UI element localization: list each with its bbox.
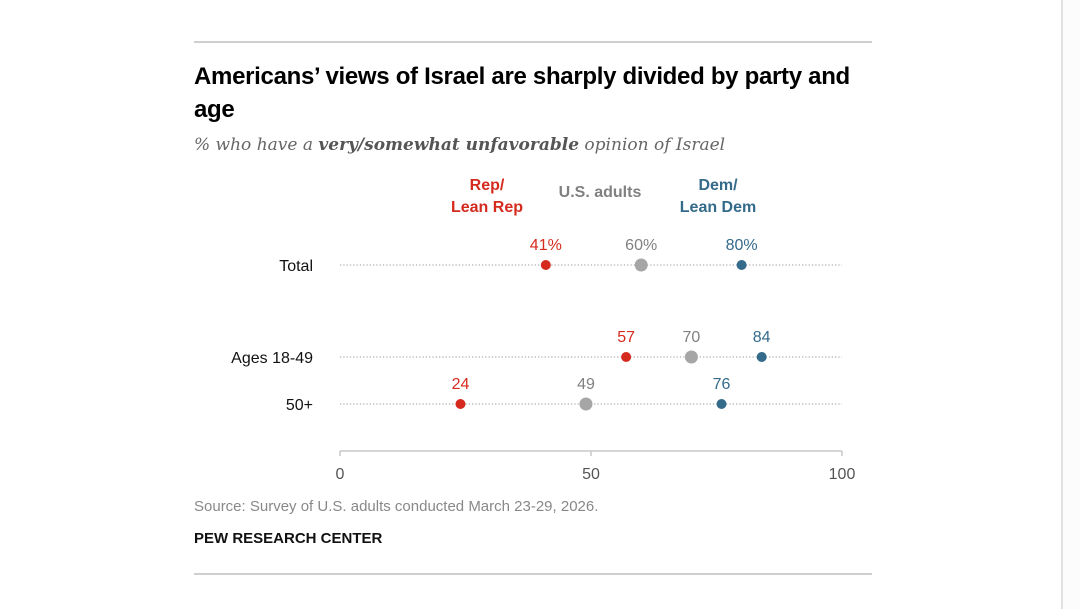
chart-row: Ages 18-49 57 70 84: [231, 329, 842, 367]
subtitle-suffix: opinion of Israel: [579, 135, 726, 155]
dot-rep: [621, 352, 632, 362]
subtitle-prefix: % who have a: [194, 135, 319, 155]
data-label-adults: 60%: [625, 237, 657, 254]
bottom-divider: [194, 573, 872, 575]
data-label-dem: 76: [713, 376, 731, 393]
row-label: Total: [279, 258, 313, 275]
data-label-dem: 80%: [726, 237, 758, 254]
dot-dem: [736, 260, 747, 270]
legend: Rep/Lean Rep U.S. adults Dem/Lean Dem: [451, 177, 756, 216]
data-label-dem: 84: [753, 329, 771, 346]
dot-rep: [540, 260, 551, 270]
dot-rep: [455, 399, 466, 409]
row-label: Ages 18-49: [231, 350, 313, 367]
top-divider: [194, 41, 872, 43]
legend-label-dem: Lean Dem: [680, 199, 756, 216]
chart-rows: Total 41% 60% 80% Ages 18-49 57 70 84 50+ 24 49 76: [231, 237, 842, 414]
dot-adults: [684, 350, 698, 364]
legend-label-rep: Rep/: [470, 177, 505, 194]
axis-tick-label: 0: [336, 466, 345, 483]
row-label: 50+: [286, 397, 313, 414]
data-label-rep: 41%: [530, 237, 562, 254]
legend-label-dem: Dem/: [698, 177, 738, 194]
chart-row: 50+ 24 49 76: [286, 376, 842, 414]
data-label-rep: 57: [617, 329, 635, 346]
data-label-adults: 70: [683, 329, 701, 346]
data-label-rep: 24: [452, 376, 470, 393]
chart-title: Americans’ views of Israel are sharply d…: [194, 63, 850, 123]
axis-tick-label: 100: [829, 466, 856, 483]
dot-dem: [716, 399, 727, 409]
scrollbar[interactable]: [1061, 0, 1063, 609]
dot-dem: [756, 352, 767, 362]
chart-subtitle: % who have a very/somewhat unfavorable o…: [194, 135, 725, 155]
subtitle-emphasis: very/somewhat unfavorable: [318, 135, 580, 155]
data-label-adults: 49: [577, 376, 595, 393]
legend-label-rep: Lean Rep: [451, 199, 523, 216]
dot-adults: [579, 397, 593, 411]
axis-tick-label: 50: [582, 466, 600, 483]
source-note: Source: Survey of U.S. adults conducted …: [194, 498, 599, 515]
brand-label: PEW RESEARCH CENTER: [194, 530, 383, 547]
legend-label-adults: U.S. adults: [559, 184, 642, 201]
chart-row: Total 41% 60% 80%: [279, 237, 842, 275]
dot-adults: [634, 258, 648, 272]
x-axis: 0 50 100: [336, 450, 856, 483]
right-pane: [1063, 0, 1080, 609]
